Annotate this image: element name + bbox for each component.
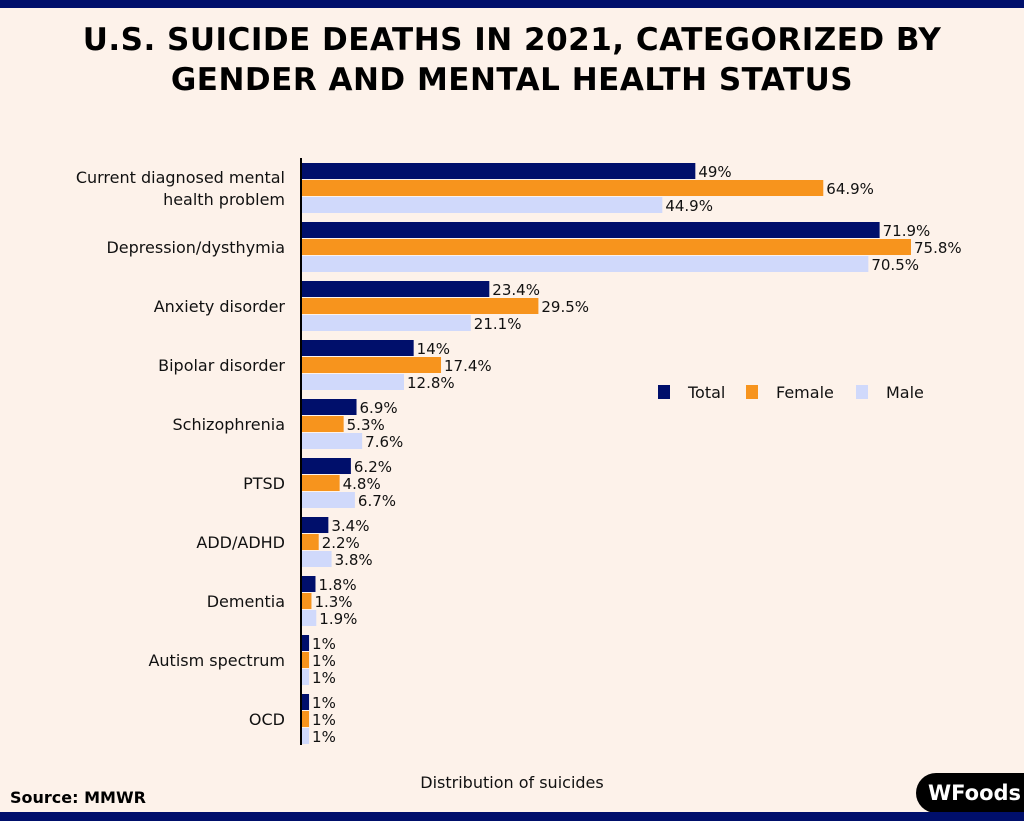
bar-female [301, 357, 442, 373]
legend-label-male: Male [886, 383, 924, 402]
data-label: 1% [312, 711, 336, 729]
data-label: 6.7% [358, 492, 396, 510]
bar-female [301, 652, 310, 668]
data-label: 14% [417, 340, 450, 358]
legend-swatch-female [746, 385, 758, 399]
data-label: 7.6% [365, 433, 403, 451]
legend-swatch-male [856, 385, 868, 399]
category-label: OCD [249, 710, 285, 729]
data-label: 6.2% [354, 458, 392, 476]
bar-female [301, 239, 911, 255]
category-label: PTSD [243, 474, 285, 493]
top-bar [0, 0, 1024, 8]
logo: WFoods [916, 773, 1024, 813]
bar-male [301, 551, 332, 567]
category-label: Autism spectrum [148, 651, 285, 670]
category-label: Depression/dysthymia [106, 238, 285, 257]
bar-total [301, 458, 351, 474]
bar-male [301, 669, 310, 685]
bar-female [301, 711, 310, 727]
data-label: 12.8% [407, 374, 455, 392]
data-label: 1% [312, 635, 336, 653]
bottom-bar [0, 812, 1024, 821]
bar-female [301, 298, 539, 314]
source-label: Source: MMWR [10, 788, 146, 807]
data-label: 1.9% [319, 610, 357, 628]
legend-label-female: Female [776, 383, 834, 402]
chart-title: U.S. SUICIDE DEATHS IN 2021, CATEGORIZED… [0, 20, 1024, 100]
bar-total [301, 163, 696, 179]
bar-male [301, 197, 663, 213]
data-label: 1.3% [314, 593, 352, 611]
legend-label-total: Total [687, 383, 725, 402]
data-label: 23.4% [492, 281, 540, 299]
bar-female [301, 416, 344, 432]
bar-male [301, 728, 310, 744]
x-axis-label: Distribution of suicides [420, 773, 604, 792]
bar-male [301, 492, 355, 508]
data-label: 4.8% [343, 475, 381, 493]
data-label: 44.9% [665, 197, 713, 215]
bar-total [301, 694, 310, 710]
bar-total [301, 576, 316, 592]
bar-total [301, 517, 329, 533]
data-label: 1% [312, 694, 336, 712]
data-label: 6.9% [360, 399, 398, 417]
data-label: 17.4% [444, 357, 492, 375]
bar-male [301, 374, 405, 390]
category-label: Current diagnosed mental [76, 168, 285, 187]
data-label: 49% [698, 163, 731, 181]
data-label: 3.4% [331, 517, 369, 535]
data-label: 75.8% [914, 239, 962, 257]
bar-female [301, 593, 312, 609]
data-label: 70.5% [871, 256, 919, 274]
bar-total [301, 399, 357, 415]
category-label: ADD/ADHD [196, 533, 285, 552]
bar-female [301, 180, 824, 196]
data-label: 5.3% [347, 416, 385, 434]
bar-female [301, 475, 340, 491]
category-label: Anxiety disorder [154, 297, 286, 316]
data-label: 64.9% [826, 180, 874, 198]
category-label: Schizophrenia [173, 415, 285, 434]
data-label: 1% [312, 728, 336, 746]
data-label: 3.8% [335, 551, 373, 569]
data-label: 1.8% [318, 576, 356, 594]
bar-total [301, 340, 414, 356]
data-label: 1% [312, 669, 336, 687]
bar-total [301, 281, 490, 297]
category-label: health problem [163, 190, 285, 209]
bar-male [301, 433, 363, 449]
bar-male [301, 256, 869, 272]
bar-male [301, 315, 471, 331]
legend-swatch-total [658, 385, 670, 399]
title-line-2: GENDER AND MENTAL HEALTH STATUS [170, 62, 854, 98]
data-label: 2.2% [322, 534, 360, 552]
bar-male [301, 610, 317, 626]
bar-female [301, 534, 319, 550]
category-label: Dementia [207, 592, 285, 611]
data-label: 21.1% [474, 315, 522, 333]
title-line-1: U.S. SUICIDE DEATHS IN 2021, CATEGORIZED… [82, 22, 942, 58]
bar-total [301, 222, 880, 238]
data-label: 71.9% [883, 222, 931, 240]
data-label: 29.5% [541, 298, 589, 316]
bar-total [301, 635, 310, 651]
data-label: 1% [312, 652, 336, 670]
category-label: Bipolar disorder [158, 356, 285, 375]
